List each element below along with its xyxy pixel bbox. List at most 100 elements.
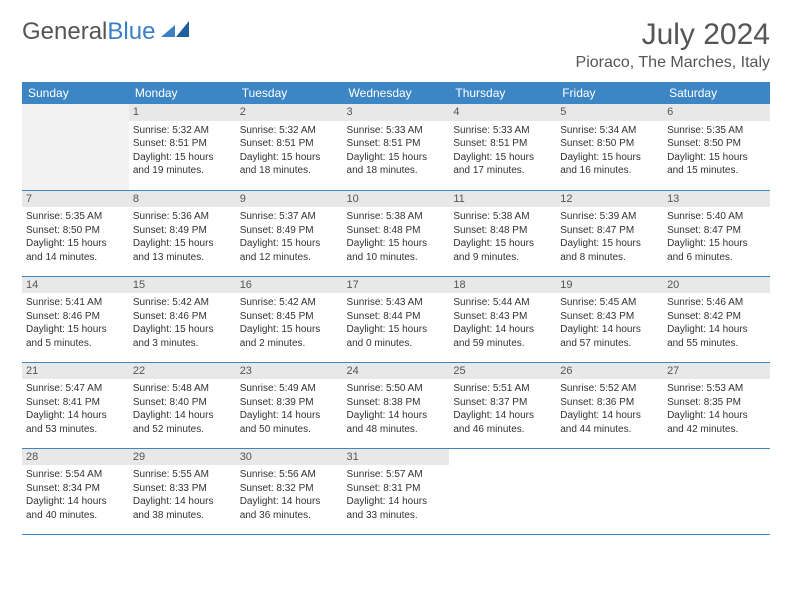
- weekday-header: Saturday: [663, 82, 770, 104]
- blank-cell: [556, 448, 663, 534]
- day-number: 7: [22, 191, 129, 208]
- day-info: Sunrise: 5:49 AMSunset: 8:39 PMDaylight:…: [240, 382, 339, 436]
- month-title: July 2024: [576, 18, 770, 52]
- day-number: 3: [343, 104, 450, 121]
- day-info: Sunrise: 5:51 AMSunset: 8:37 PMDaylight:…: [453, 382, 552, 436]
- day-cell: 18 Sunrise: 5:44 AMSunset: 8:43 PMDayligh…: [449, 276, 556, 362]
- weekday-header: Sunday: [22, 82, 129, 104]
- day-number: 28: [22, 449, 129, 466]
- day-cell: 1 Sunrise: 5:32 AMSunset: 8:51 PMDaylight…: [129, 104, 236, 190]
- logo-mark-icon: [161, 18, 191, 46]
- day-info: Sunrise: 5:35 AMSunset: 8:50 PMDaylight:…: [667, 124, 766, 178]
- day-info: Sunrise: 5:36 AMSunset: 8:49 PMDaylight:…: [133, 210, 232, 264]
- day-cell: 24Sunrise: 5:50 AMSunset: 8:38 PMDayligh…: [343, 362, 450, 448]
- day-info: Sunrise: 5:52 AMSunset: 8:36 PMDaylight:…: [560, 382, 659, 436]
- day-number: 11: [449, 191, 556, 208]
- logo: GeneralBlue: [22, 18, 191, 46]
- day-cell: 2 Sunrise: 5:32 AMSunset: 8:51 PMDaylight…: [236, 104, 343, 190]
- weekday-header: Friday: [556, 82, 663, 104]
- day-info: Sunrise: 5:32 AMSunset: 8:51 PMDaylight:…: [240, 124, 339, 178]
- day-number: 6: [663, 104, 770, 121]
- day-info: Sunrise: 5:33 AMSunset: 8:51 PMDaylight:…: [453, 124, 552, 178]
- day-number: 19: [556, 277, 663, 294]
- day-info: Sunrise: 5:57 AMSunset: 8:31 PMDaylight:…: [347, 468, 446, 522]
- blank-cell: [449, 448, 556, 534]
- day-cell: 20 Sunrise: 5:46 AMSunset: 8:42 PMDayligh…: [663, 276, 770, 362]
- calendar-table: SundayMondayTuesdayWednesdayThursdayFrid…: [22, 82, 770, 535]
- day-cell: 16Sunrise: 5:42 AMSunset: 8:45 PMDayligh…: [236, 276, 343, 362]
- day-number: 31: [343, 449, 450, 466]
- calendar-body: 1Sunrise: 5:32 AMSunset: 8:51 PMDaylight…: [22, 104, 770, 534]
- day-number: 10: [343, 191, 450, 208]
- day-cell: 23 Sunrise: 5:49 AMSunset: 8:39 PMDayligh…: [236, 362, 343, 448]
- day-cell: 27Sunrise: 5:53 AMSunset: 8:35 PMDayligh…: [663, 362, 770, 448]
- day-cell: 12 Sunrise: 5:39 AMSunset: 8:47 PMDayligh…: [556, 190, 663, 276]
- day-cell: 15 Sunrise: 5:42 AMSunset: 8:46 PMDayligh…: [129, 276, 236, 362]
- day-cell: 30Sunrise: 5:56 AMSunset: 8:32 PMDayligh…: [236, 448, 343, 534]
- day-number: 2: [236, 104, 343, 121]
- day-info: Sunrise: 5:44 AMSunset: 8:43 PMDaylight:…: [453, 296, 552, 350]
- day-number: 1: [129, 104, 236, 121]
- day-info: Sunrise: 5:46 AMSunset: 8:42 PMDaylight:…: [667, 296, 766, 350]
- day-cell: 7Sunrise: 5:35 AMSunset: 8:50 PMDaylight…: [22, 190, 129, 276]
- day-number: 20: [663, 277, 770, 294]
- day-cell: 25Sunrise: 5:51 AMSunset: 8:37 PMDayligh…: [449, 362, 556, 448]
- day-number: 27: [663, 363, 770, 380]
- day-cell: 21 Sunrise: 5:47 AMSunset: 8:41 PMDayligh…: [22, 362, 129, 448]
- day-number: 23: [236, 363, 343, 380]
- blank-cell: [663, 448, 770, 534]
- day-info: Sunrise: 5:55 AMSunset: 8:33 PMDaylight:…: [133, 468, 232, 522]
- day-cell: 26 Sunrise: 5:52 AMSunset: 8:36 PMDayligh…: [556, 362, 663, 448]
- day-cell: 11 Sunrise: 5:38 AMSunset: 8:48 PMDayligh…: [449, 190, 556, 276]
- day-number: 15: [129, 277, 236, 294]
- day-info: Sunrise: 5:38 AMSunset: 8:48 PMDaylight:…: [453, 210, 552, 264]
- day-info: Sunrise: 5:41 AMSunset: 8:46 PMDaylight:…: [26, 296, 125, 350]
- logo-text-2: Blue: [107, 18, 155, 46]
- day-info: Sunrise: 5:34 AMSunset: 8:50 PMDaylight:…: [560, 124, 659, 178]
- day-number: 16: [236, 277, 343, 294]
- day-info: Sunrise: 5:42 AMSunset: 8:46 PMDaylight:…: [133, 296, 232, 350]
- day-cell: 28Sunrise: 5:54 AMSunset: 8:34 PMDayligh…: [22, 448, 129, 534]
- day-cell: 13Sunrise: 5:40 AMSunset: 8:47 PMDayligh…: [663, 190, 770, 276]
- day-info: Sunrise: 5:39 AMSunset: 8:47 PMDaylight:…: [560, 210, 659, 264]
- day-cell: 17 Sunrise: 5:43 AMSunset: 8:44 PMDayligh…: [343, 276, 450, 362]
- weekday-header: Monday: [129, 82, 236, 104]
- day-number: 5: [556, 104, 663, 121]
- day-number: 22: [129, 363, 236, 380]
- day-info: Sunrise: 5:40 AMSunset: 8:47 PMDaylight:…: [667, 210, 766, 264]
- day-number: 17: [343, 277, 450, 294]
- day-number: 14: [22, 277, 129, 294]
- day-cell: 4Sunrise: 5:33 AMSunset: 8:51 PMDaylight…: [449, 104, 556, 190]
- day-info: Sunrise: 5:32 AMSunset: 8:51 PMDaylight:…: [133, 124, 232, 178]
- weekday-header: Tuesday: [236, 82, 343, 104]
- day-number: 8: [129, 191, 236, 208]
- day-cell: 10Sunrise: 5:38 AMSunset: 8:48 PMDayligh…: [343, 190, 450, 276]
- day-cell: 9Sunrise: 5:37 AMSunset: 8:49 PMDaylight…: [236, 190, 343, 276]
- day-info: Sunrise: 5:43 AMSunset: 8:44 PMDaylight:…: [347, 296, 446, 350]
- weekday-header: Thursday: [449, 82, 556, 104]
- day-info: Sunrise: 5:48 AMSunset: 8:40 PMDaylight:…: [133, 382, 232, 436]
- day-cell: 31 Sunrise: 5:57 AMSunset: 8:31 PMDayligh…: [343, 448, 450, 534]
- day-cell: 6 Sunrise: 5:35 AMSunset: 8:50 PMDaylight…: [663, 104, 770, 190]
- day-info: Sunrise: 5:56 AMSunset: 8:32 PMDaylight:…: [240, 468, 339, 522]
- day-cell: 22 Sunrise: 5:48 AMSunset: 8:40 PMDayligh…: [129, 362, 236, 448]
- day-cell: 8 Sunrise: 5:36 AMSunset: 8:49 PMDaylight…: [129, 190, 236, 276]
- title-block: July 2024 Pioraco, The Marches, Italy: [576, 18, 770, 72]
- day-number: 26: [556, 363, 663, 380]
- day-info: Sunrise: 5:47 AMSunset: 8:41 PMDaylight:…: [26, 382, 125, 436]
- day-number: 9: [236, 191, 343, 208]
- day-info: Sunrise: 5:33 AMSunset: 8:51 PMDaylight:…: [347, 124, 446, 178]
- day-cell: 5 Sunrise: 5:34 AMSunset: 8:50 PMDaylight…: [556, 104, 663, 190]
- day-number: 21: [22, 363, 129, 380]
- empty-cell: [22, 104, 129, 190]
- day-cell: 14 Sunrise: 5:41 AMSunset: 8:46 PMDayligh…: [22, 276, 129, 362]
- day-cell: 19Sunrise: 5:45 AMSunset: 8:43 PMDayligh…: [556, 276, 663, 362]
- weekday-header: Wednesday: [343, 82, 450, 104]
- day-number: 12: [556, 191, 663, 208]
- day-number: 18: [449, 277, 556, 294]
- calendar-header-row: SundayMondayTuesdayWednesdayThursdayFrid…: [22, 82, 770, 104]
- header: GeneralBlue July 2024 Pioraco, The March…: [22, 18, 770, 72]
- day-number: 24: [343, 363, 450, 380]
- day-number: 29: [129, 449, 236, 466]
- logo-text-1: General: [22, 18, 107, 46]
